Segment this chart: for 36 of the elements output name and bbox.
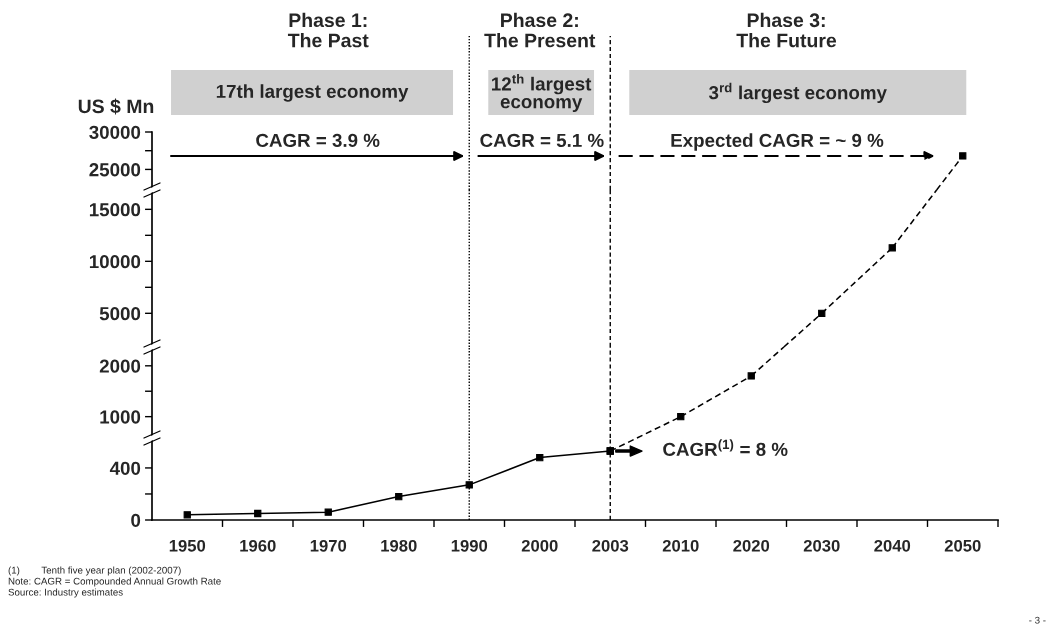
x-tick-label: 2010: [662, 539, 699, 552]
y-tick-label: 25000: [89, 163, 141, 177]
text: - 3 -: [1029, 616, 1046, 624]
y-tick-label: 1000: [100, 410, 141, 424]
y-tick-label: 30000: [89, 125, 141, 139]
x-tick-label: 1960: [240, 539, 276, 552]
text: Phase 3: The Future: [736, 12, 837, 48]
x-tick-label: 2040: [874, 539, 911, 552]
text: 12$^{th}$ largest economy: [492, 73, 592, 113]
text: 3$^{rd}$ largest economy: [708, 82, 887, 104]
x-tick-label: 1980: [381, 539, 417, 552]
annotation: CAGR$^{(1)}$ = 8 %: [663, 439, 788, 456]
x-tick-label: 2030: [803, 539, 840, 552]
text: (1) Tenth five year plan (2002-2007): [8, 566, 181, 576]
x-tick-label: 2050: [944, 539, 981, 552]
y-axis-title: US $ Mn: [78, 98, 154, 115]
annotation: CAGR = 3.9 %: [256, 133, 380, 148]
text: Phase 2: The Present: [484, 12, 596, 48]
x-tick-label: 2000: [521, 539, 558, 552]
source-note: Source: Industry estimates: [8, 588, 123, 598]
y-tick-label: 0: [131, 513, 141, 527]
x-tick-label: 1950: [169, 539, 206, 552]
text: Phase 1: The Past: [287, 12, 369, 48]
text: 17th largest economy: [216, 84, 409, 102]
y-tick-label: 2000: [99, 359, 141, 373]
text: Note: CAGR = Compounded Annual Growth Rate: [8, 577, 221, 587]
y-tick-label: 15000: [89, 203, 141, 217]
annotation: CAGR = 5.1 %: [480, 133, 604, 148]
annotation: Expected CAGR = ~ 9 %: [671, 133, 884, 151]
y-tick-label: 400: [109, 461, 141, 475]
y-tick-label: 10000: [89, 255, 141, 269]
x-tick-label: 1970: [310, 539, 347, 552]
x-tick-label: 1990: [451, 539, 488, 552]
y-tick-label: 5000: [99, 307, 141, 321]
x-tick-label: 2020: [733, 539, 770, 552]
x-tick-label: 2003: [592, 539, 629, 552]
